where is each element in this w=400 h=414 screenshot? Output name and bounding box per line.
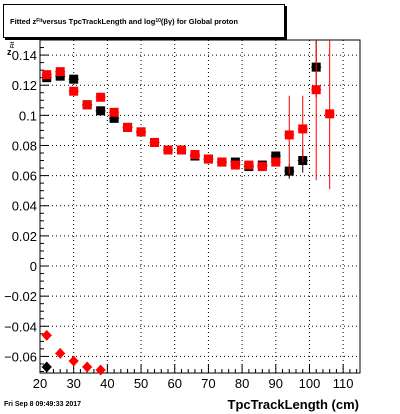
chart-title-sub-10: 10 xyxy=(155,18,161,24)
y-tick-label: 0.12 xyxy=(12,78,37,93)
y-tick-label: 0 xyxy=(30,259,37,274)
data-point xyxy=(96,92,106,102)
x-tick-label: 90 xyxy=(269,376,283,391)
data-point xyxy=(68,355,79,367)
series-2 xyxy=(41,361,52,373)
data-point xyxy=(55,67,65,77)
data-point xyxy=(230,160,240,170)
timestamp-label: Fri Sep 8 09:49:33 2017 xyxy=(4,401,82,408)
y-tick-label: 0.1 xyxy=(19,108,37,123)
data-point xyxy=(271,157,281,167)
y-tick-label: −0.06 xyxy=(4,349,37,364)
y-tick-label: 0.08 xyxy=(12,138,37,153)
x-tick-label: 50 xyxy=(134,376,148,391)
data-point xyxy=(298,124,308,134)
x-tick-label: 80 xyxy=(235,376,249,391)
chart-title-part-1: Fitted z xyxy=(10,16,37,26)
y-tick-label: 0.06 xyxy=(12,169,37,184)
x-tick-label: 60 xyxy=(168,376,182,391)
data-point xyxy=(109,113,119,123)
marks-layer xyxy=(41,40,335,376)
data-point xyxy=(136,127,146,137)
series-1 xyxy=(41,40,335,190)
data-point xyxy=(95,364,106,376)
data-point xyxy=(55,347,66,359)
data-point xyxy=(150,137,160,147)
data-point xyxy=(82,361,93,373)
series-3 xyxy=(41,329,106,376)
data-point xyxy=(69,74,79,84)
data-point xyxy=(69,86,79,96)
y-tick-label: 0.02 xyxy=(12,229,37,244)
data-point xyxy=(176,145,186,155)
grid-layer xyxy=(39,40,360,373)
chart-title-box: Fitted z Fit versus TpcTrackLength and lo… xyxy=(3,4,285,38)
data-point xyxy=(217,157,227,167)
chart-title-part-3: (βγ) for Global proton xyxy=(160,16,238,26)
data-point xyxy=(109,107,119,117)
data-point xyxy=(41,329,52,341)
y-tick-label: −0.04 xyxy=(4,319,37,334)
x-axis-title: TpcTrackLength (cm) xyxy=(228,397,359,412)
plot-frame xyxy=(39,39,361,374)
data-point xyxy=(311,85,321,95)
data-point xyxy=(82,100,92,110)
data-point xyxy=(123,122,133,132)
data-point xyxy=(284,130,294,140)
data-point xyxy=(257,162,267,172)
chart-title-part-2: versus TpcTrackLength and log xyxy=(42,16,156,26)
svg-text:z: z xyxy=(7,47,12,57)
ticks-layer: 20 30 40 50 60 70 80 90 100 110 −0.06 −0.04 −0.02 0 0.… xyxy=(4,47,358,391)
x-tick-label: 110 xyxy=(333,376,354,391)
data-point xyxy=(41,361,52,373)
x-tick-label: 40 xyxy=(100,376,114,391)
y-tick-label: 0.04 xyxy=(12,199,37,214)
data-point xyxy=(271,151,281,161)
y-tick-label: 0.14 xyxy=(12,48,37,63)
data-point xyxy=(325,109,335,119)
data-point xyxy=(244,160,254,170)
data-point xyxy=(203,154,213,164)
chart-title-sub-fit: Fit xyxy=(36,18,43,24)
data-point xyxy=(163,145,173,155)
data-point xyxy=(55,71,65,81)
y-tick-label: −0.02 xyxy=(4,289,37,304)
data-point xyxy=(42,70,52,80)
svg-text:Fit: Fit xyxy=(10,42,16,48)
x-tick-label: 20 xyxy=(33,376,47,391)
y-axis-glyph: z Fit xyxy=(7,42,16,57)
x-tick-label: 70 xyxy=(201,376,215,391)
data-point xyxy=(96,106,106,116)
data-point xyxy=(190,150,200,160)
x-tick-label: 30 xyxy=(66,376,80,391)
x-tick-label: 100 xyxy=(299,376,321,391)
